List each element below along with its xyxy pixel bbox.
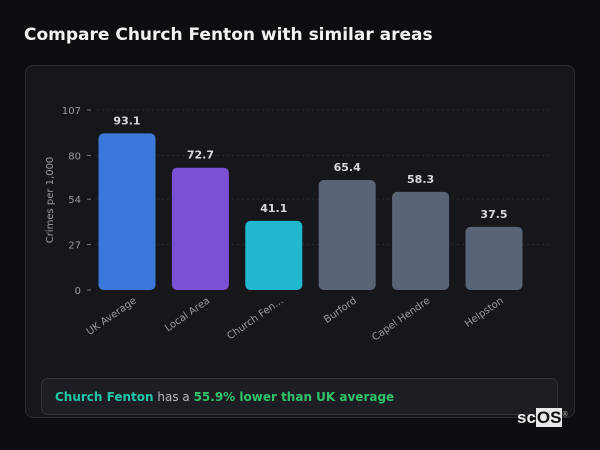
area-name: Church Fenton xyxy=(55,390,154,404)
x-tick-label: Church Fen... xyxy=(225,295,285,342)
callout-text: has a xyxy=(153,390,194,404)
y-axis-label: Crimes per 1,000 xyxy=(45,157,56,244)
comparison-value: 55.9% lower than UK average xyxy=(193,390,395,404)
logo-suffix: OS xyxy=(535,408,563,427)
data-label: 37.5 xyxy=(480,208,507,221)
logo-mark: ® xyxy=(562,411,568,419)
y-tick-label: 54 xyxy=(68,195,81,206)
bar xyxy=(318,179,376,290)
x-tick-label: Burford xyxy=(322,295,359,325)
data-label: 72.7 xyxy=(187,149,214,162)
y-tick-label: 107 xyxy=(62,106,81,117)
data-label: 58.3 xyxy=(407,173,434,186)
logo-prefix: sc xyxy=(517,408,536,427)
x-tick-label: Helpston xyxy=(463,295,506,329)
x-tick-label: Capel Hendre xyxy=(370,295,432,343)
comparison-callout: Church Fenton has a 55.9% lower than UK … xyxy=(41,378,558,415)
data-label: 93.1 xyxy=(113,114,140,127)
x-tick-label: UK Average xyxy=(85,295,139,337)
page-title: Compare Church Fenton with similar areas xyxy=(24,25,433,45)
y-tick-label: 27 xyxy=(68,241,81,252)
data-label: 65.4 xyxy=(334,161,361,174)
bar xyxy=(392,191,450,290)
bar xyxy=(465,226,523,290)
bar xyxy=(98,133,156,290)
y-tick-label: 0 xyxy=(75,286,81,297)
data-label: 41.1 xyxy=(260,202,287,215)
y-tick-label: 80 xyxy=(68,151,81,162)
bar xyxy=(245,220,303,290)
bar xyxy=(171,167,229,290)
scos-logo: scOS® xyxy=(517,408,568,428)
x-tick-label: Local Area xyxy=(163,295,212,334)
